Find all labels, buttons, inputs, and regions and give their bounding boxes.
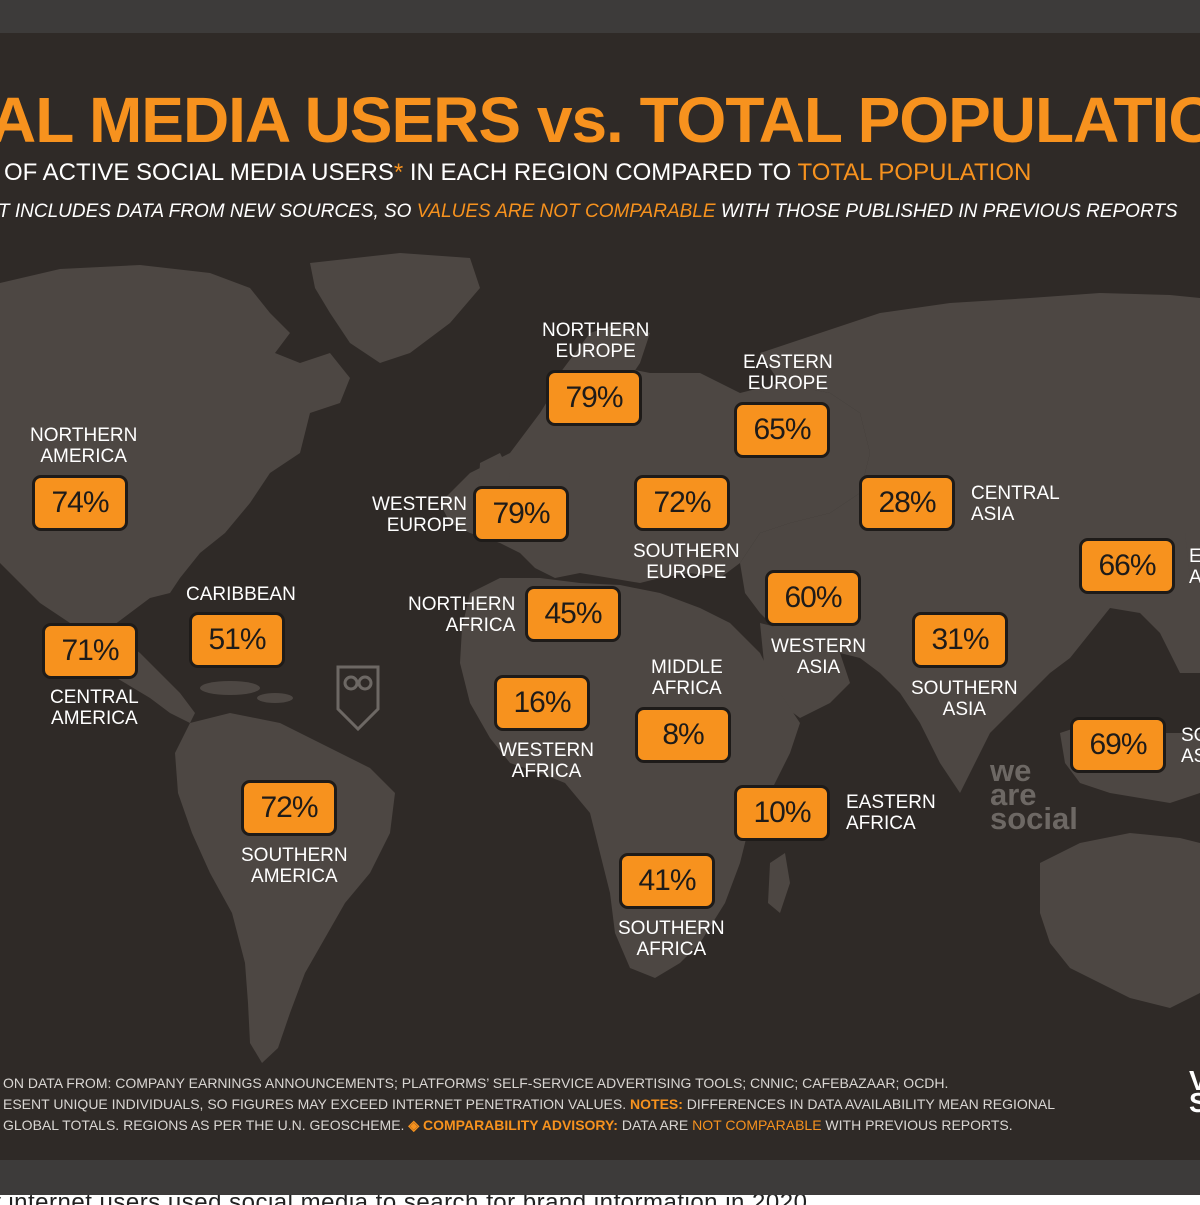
region-label-southern-asia: SOUTHERN ASIA [911,678,1018,720]
page-text-below: f internet users used social media to se… [0,1195,1200,1205]
region-label-middle-africa: MIDDLE AFRICA [651,657,723,699]
below-caption: f internet users used social media to se… [0,1195,807,1205]
value-badge-eastern-europe: 65% [734,402,830,458]
window-top-bar [0,0,1200,33]
region-label-northern-africa: NORTHERN AFRICA [408,594,515,636]
value-badge-eastern-asia: 66% [1079,538,1175,594]
value-badge-middle-africa: 8% [635,707,731,763]
region-label-eastern-africa: EASTERN AFRICA [846,792,936,834]
value-badge-caribbean: 51% [189,612,285,668]
region-label-eastern-europe: EASTERN EUROPE [743,352,833,394]
value-badge-western-africa: 16% [494,675,590,731]
footer-sources: ON DATA FROM: COMPANY EARNINGS ANNOUNCEM… [3,1073,1055,1094]
region-label-southern-europe: SOUTHERN EUROPE [633,541,740,583]
value-badge-southern-asia: 31% [912,612,1008,668]
value-badge-southern-africa: 41% [619,853,715,909]
value-badge-northern-africa: 45% [525,586,621,642]
infographic-slide: AL MEDIA USERS vs. TOTAL POPULATION OF A… [0,33,1200,1160]
value-badge-south-eastern-asia: 69% [1070,717,1166,773]
comparability-note: T INCLUDES DATA FROM NEW SOURCES, SO VAL… [0,201,1178,223]
value-badge-southern-europe: 72% [634,475,730,531]
slide-subtitle: OF ACTIVE SOCIAL MEDIA USERS* IN EACH RE… [4,159,1031,187]
footer-notes: ESENT UNIQUE INDIVIDUALS, SO FIGURES MAY… [3,1094,1055,1115]
value-badge-western-europe: 79% [473,486,569,542]
value-badge-western-asia: 60% [765,570,861,626]
region-label-northern-europe: NORTHERN EUROPE [542,320,649,362]
value-badge-central-asia: 28% [859,475,955,531]
region-label-central-asia: CENTRAL ASIA [971,483,1060,525]
region-label-south-eastern-asia: SOAS [1181,725,1200,767]
region-label-northern-america: NORTHERN AMERICA [30,425,137,467]
region-label-caribbean: CARIBBEAN [186,584,296,605]
region-label-western-asia: WESTERN ASIA [771,636,866,678]
region-label-southern-africa: SOUTHERN AFRICA [618,918,725,960]
value-badge-eastern-africa: 10% [734,785,830,841]
footer-advisory: GLOBAL TOTALS. REGIONS AS PER THE U.N. G… [3,1115,1055,1136]
region-label-central-america: CENTRAL AMERICA [50,687,139,729]
we-are-social-logo: we are social [990,759,1078,831]
slide-title: AL MEDIA USERS vs. TOTAL POPULATION [0,83,1200,157]
value-badge-central-america: 71% [42,623,138,679]
region-label-western-africa: WESTERN AFRICA [499,740,594,782]
owl-logo-icon [334,663,382,733]
slide-footer: ON DATA FROM: COMPANY EARNINGS ANNOUNCEM… [3,1073,1055,1136]
region-label-southern-america: SOUTHERN AMERICA [241,845,348,887]
region-label-western-europe: WESTERN EUROPE [372,494,467,536]
window-bottom-bar [0,1160,1200,1195]
value-badge-northern-europe: 79% [546,370,642,426]
value-badge-southern-america: 72% [241,780,337,836]
value-badge-northern-america: 74% [32,475,128,531]
